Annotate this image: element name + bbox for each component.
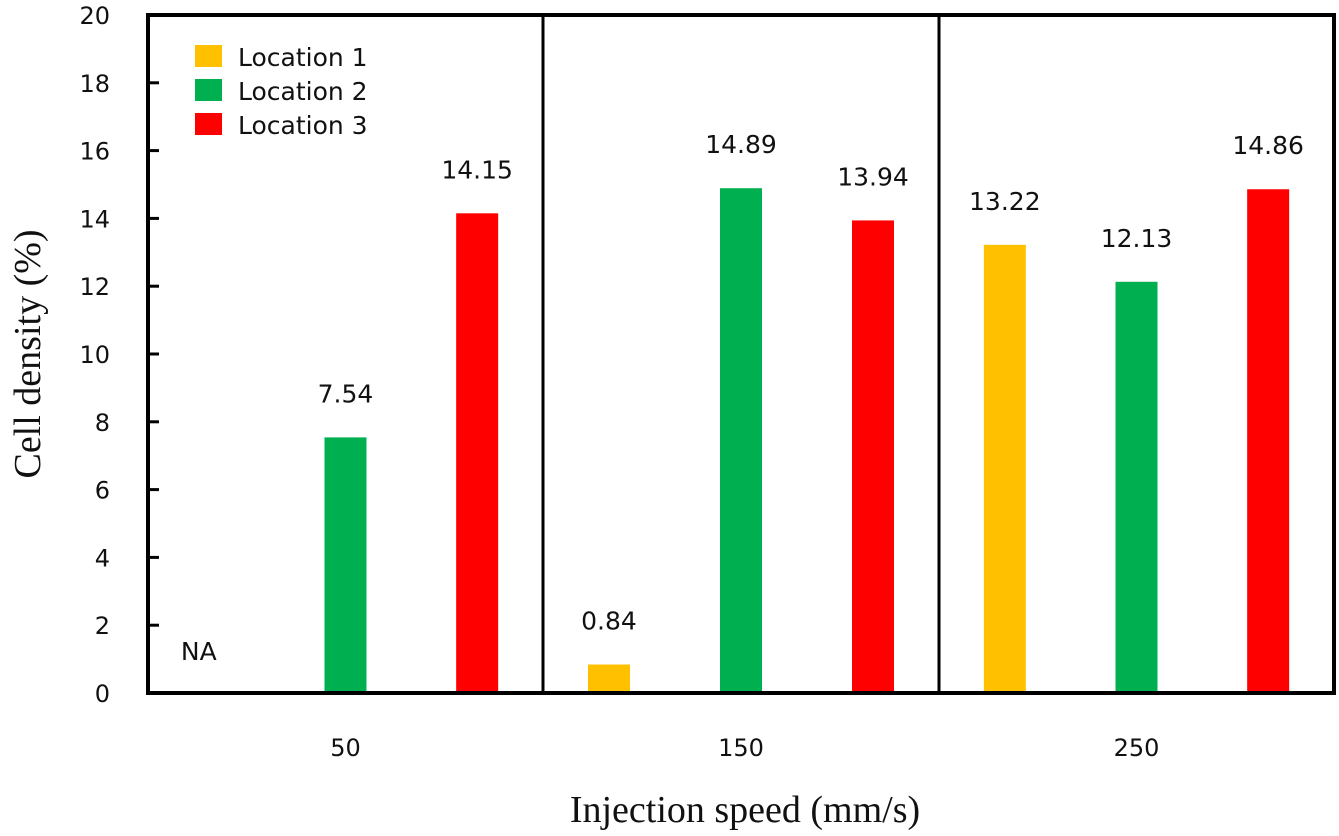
bar-location-2-50 [324,437,367,693]
x-tick-label: 250 [1114,734,1160,762]
bars-layer [324,188,1290,694]
legend-swatch [195,45,222,67]
data-label: 14.89 [705,130,777,159]
data-label: 7.54 [318,379,374,408]
bar-location-3-50 [456,213,499,693]
data-label: 13.22 [969,187,1041,216]
y-tick-label: 0 [95,680,110,708]
bar-location-2-150 [720,188,762,693]
data-label: 12.13 [1101,224,1173,253]
y-axis: 0 2 4 6 8 10 12 14 16 18 20 [79,2,159,708]
x-axis: 50 150 250 [330,734,1159,762]
y-tick-label: 8 [95,409,110,437]
y-tick-label: 10 [79,341,110,369]
y-tick-label: 18 [79,70,110,98]
legend: Location 1 Location 2 Location 3 [195,43,368,140]
bar-location-1-250 [983,244,1026,694]
data-labels-layer: NA 7.54 14.15 0.84 14.89 13.94 13.22 12.13 14.86 [181,130,1304,666]
data-label-na: NA [181,637,217,666]
x-tick-label: 150 [718,734,764,762]
y-tick-label: 6 [95,477,110,505]
legend-label: Location 1 [238,43,368,72]
data-label: 0.84 [581,607,637,636]
x-axis-title: Injection speed (mm/s) [570,789,920,831]
y-tick-label: 16 [79,138,110,166]
y-tick-label: 14 [79,205,110,233]
data-label: 14.86 [1232,131,1304,160]
legend-label: Location 2 [238,77,368,106]
bar-location-1-150 [588,664,630,693]
data-label: 14.15 [441,155,513,184]
legend-swatch [195,113,222,135]
bar-location-3-250 [1247,189,1290,693]
y-tick-label: 12 [79,273,110,301]
data-label: 13.94 [837,162,909,191]
y-tick-label: 4 [95,544,110,572]
legend-swatch [195,79,222,101]
x-tick-label: 50 [330,734,361,762]
y-axis-title: Cell density (%) [7,229,49,478]
y-tick-label: 20 [79,2,110,30]
legend-label: Location 3 [238,111,368,140]
bar-location-3-150 [852,220,894,693]
y-tick-label: 2 [95,612,110,640]
bar-location-2-250 [1115,281,1158,693]
